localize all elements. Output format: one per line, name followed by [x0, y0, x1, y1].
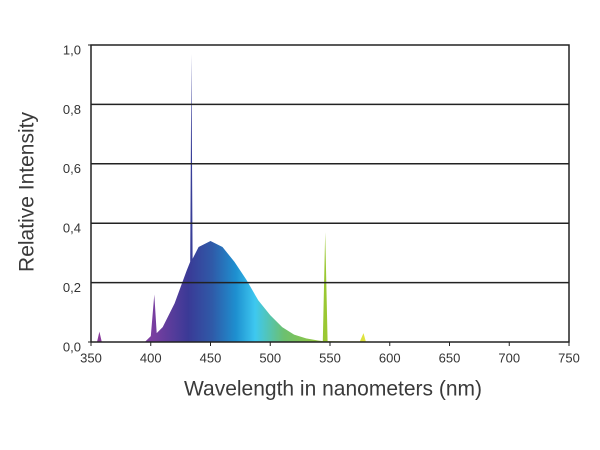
x-tick-label: 450	[200, 350, 222, 365]
x-axis-title: Wavelength in nanometers (nm)	[184, 378, 482, 401]
x-tick-label: 700	[498, 350, 520, 365]
x-tick-label: 500	[259, 350, 281, 365]
y-tick-label: 0,2	[63, 280, 81, 295]
x-tick-label: 600	[379, 350, 401, 365]
spectrum-area	[91, 53, 569, 343]
x-tick-label: 550	[319, 350, 341, 365]
y-tick-label: 0,6	[63, 161, 81, 176]
y-tick-label: 1,0	[63, 42, 81, 57]
y-tick-label: 0,8	[63, 102, 81, 117]
y-tick-label: 0,4	[63, 221, 81, 236]
plot-frame	[90, 44, 570, 343]
y-axis-title: Relative Intensity	[16, 112, 39, 272]
x-tick-label: 750	[558, 350, 580, 365]
x-tick-label: 650	[439, 350, 461, 365]
x-tick-label: 350	[80, 350, 102, 365]
y-tick-label: 0,0	[63, 339, 81, 354]
x-tick-label: 400	[140, 350, 162, 365]
